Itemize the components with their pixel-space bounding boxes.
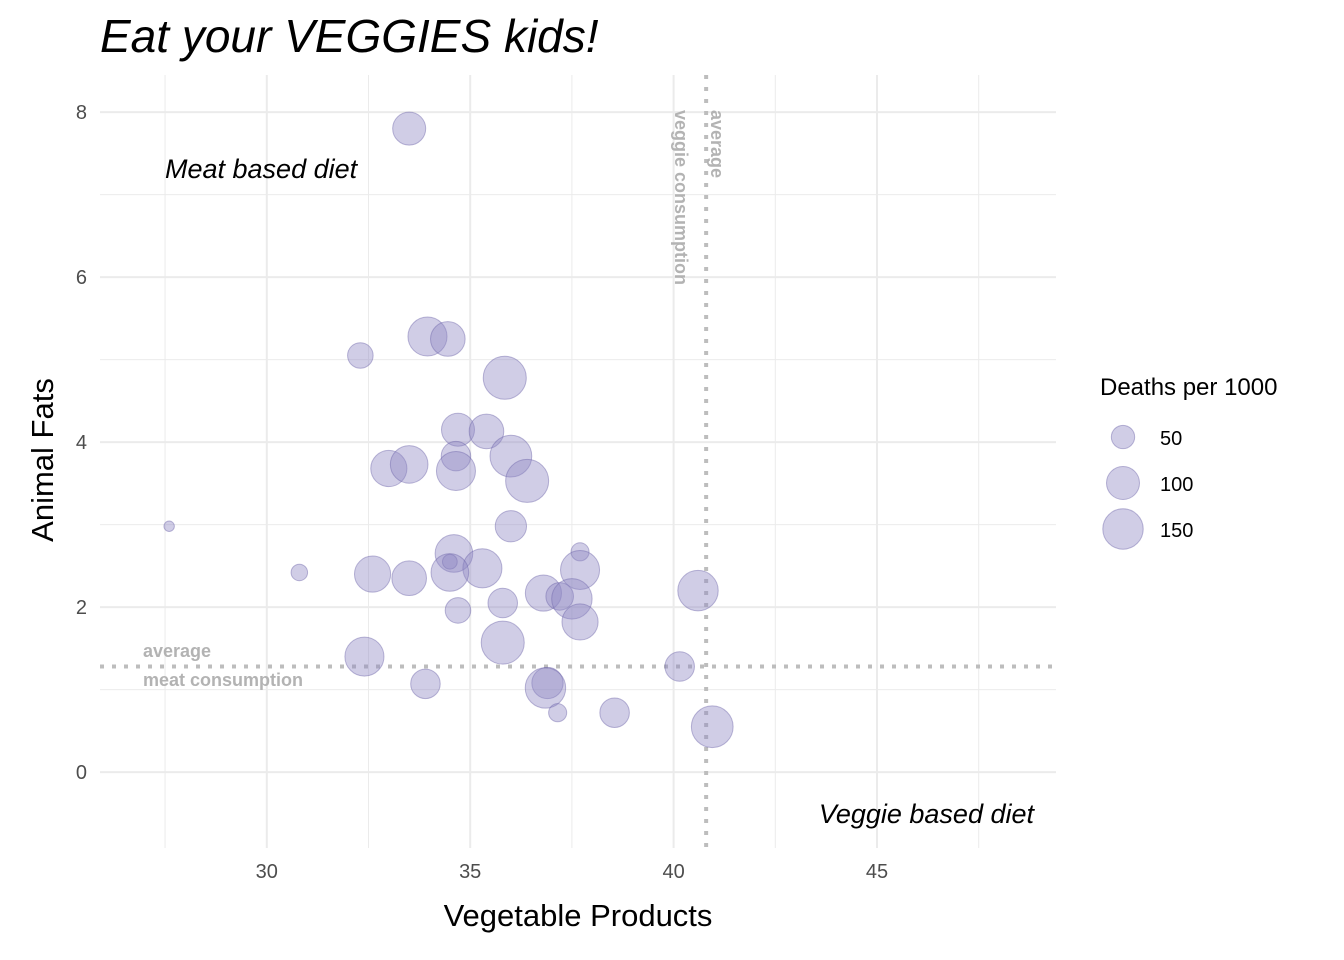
data-point <box>560 549 601 591</box>
data-point <box>344 636 385 677</box>
x-tick-label: 35 <box>459 861 481 883</box>
data-point <box>524 667 567 709</box>
data-point <box>410 668 441 700</box>
vertical-ref-label-line1: average <box>707 110 727 178</box>
data-point <box>482 355 527 400</box>
data-point <box>570 542 590 562</box>
legend-key <box>1102 508 1144 550</box>
annotation-meat-based-diet: Meat based diet <box>165 154 359 184</box>
data-point <box>370 449 408 488</box>
data-point <box>505 458 550 503</box>
minor-gridlines <box>100 75 1056 848</box>
data-point <box>392 111 427 146</box>
y-axis-title: Animal Fats <box>25 378 60 542</box>
data-point <box>430 553 470 592</box>
legend-title: Deaths per 1000 <box>1100 374 1277 401</box>
data-point <box>440 412 475 447</box>
data-point <box>430 321 466 357</box>
data-point <box>487 587 518 619</box>
legend-label: 150 <box>1160 520 1193 542</box>
data-point <box>664 651 695 682</box>
legend: Deaths per 1000 50 100 150 <box>1100 374 1277 550</box>
data-point <box>462 548 503 589</box>
data-point <box>480 620 525 665</box>
data-point <box>441 553 458 570</box>
y-tick-label: 4 <box>76 432 87 454</box>
legend-label: 50 <box>1160 428 1182 450</box>
major-gridlines <box>100 75 1056 848</box>
data-point <box>290 563 309 582</box>
chart-title: Eat your VEGGIES kids! <box>100 10 599 62</box>
legend-key <box>1110 424 1136 450</box>
data-point <box>391 560 427 597</box>
y-tick-label: 6 <box>76 267 87 289</box>
x-axis-title: Vegetable Products <box>444 898 713 933</box>
legend-key <box>1106 466 1140 500</box>
data-point <box>389 445 429 484</box>
data-point <box>561 603 599 641</box>
x-axis-ticks: 30 35 40 45 <box>256 861 888 883</box>
data-point <box>407 316 448 357</box>
legend-label: 100 <box>1160 474 1193 496</box>
data-point <box>347 342 374 369</box>
annotation-veggie-based-diet: Veggie based diet <box>819 799 1036 829</box>
data-point <box>163 520 175 532</box>
data-point <box>468 413 505 450</box>
x-tick-label: 45 <box>866 861 888 883</box>
data-point <box>524 574 562 612</box>
data-point <box>599 697 630 728</box>
data-point <box>548 703 568 723</box>
y-tick-label: 0 <box>76 762 87 784</box>
data-point <box>690 705 734 749</box>
y-axis-ticks: 0 2 4 6 8 <box>76 102 87 784</box>
data-point <box>444 597 472 624</box>
data-points <box>163 111 734 749</box>
data-point <box>353 555 392 593</box>
reference-lines <box>100 75 1056 848</box>
data-point <box>531 666 564 700</box>
data-point <box>440 440 472 472</box>
horizontal-ref-label-line1: average <box>143 641 211 661</box>
x-tick-label: 30 <box>256 861 278 883</box>
data-point <box>494 510 528 543</box>
data-point <box>551 578 593 620</box>
data-point <box>489 434 533 478</box>
y-tick-label: 2 <box>76 597 87 619</box>
x-tick-label: 40 <box>662 861 684 883</box>
data-point <box>545 582 574 611</box>
vertical-ref-label-line2: veggie consumption <box>671 110 691 285</box>
data-point <box>435 450 476 492</box>
horizontal-ref-label-line2: meat consumption <box>143 670 303 690</box>
data-point <box>434 534 474 573</box>
legend-entries: 50 100 150 <box>1102 424 1193 550</box>
data-point <box>677 569 719 612</box>
y-tick-label: 8 <box>76 102 87 124</box>
